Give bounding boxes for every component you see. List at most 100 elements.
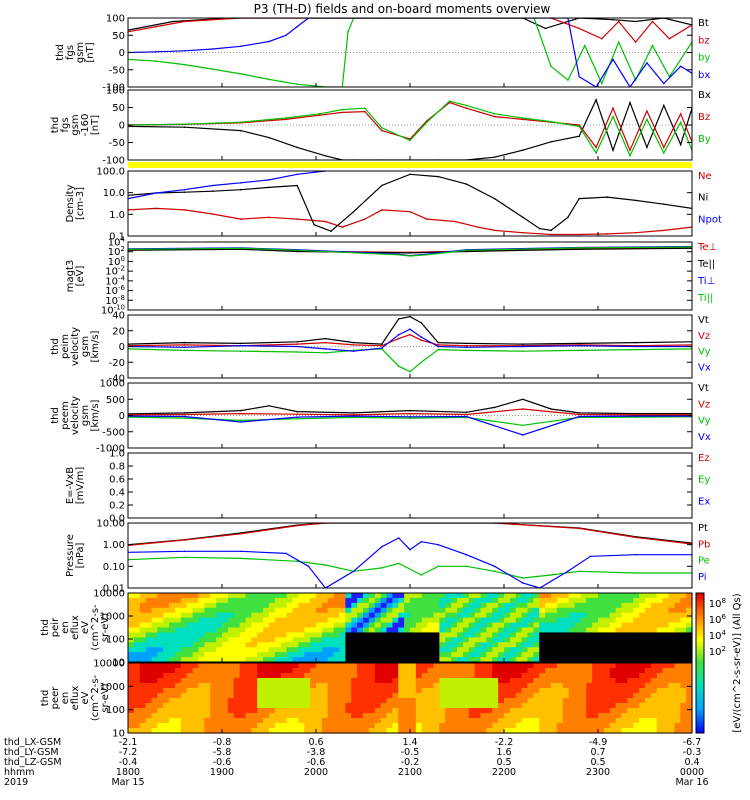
spectrogram-cell: [257, 713, 264, 719]
data-point: [211, 48, 214, 50]
spectrogram-cell: [269, 688, 276, 694]
spectrogram-cell: [539, 723, 546, 729]
spectrogram-cell: [163, 723, 170, 729]
legend-p7-2: Ex: [698, 496, 710, 507]
spectrogram-cell: [257, 597, 264, 604]
spectrogram-cell: [392, 647, 399, 653]
spectrogram-cell: [386, 593, 393, 599]
spectrogram-cell: [310, 632, 317, 638]
spectrogram-cell: [192, 632, 200, 638]
data-point: [296, 146, 299, 149]
spectrogram-cell: [521, 728, 529, 734]
spectrogram-cell: [386, 703, 393, 709]
y-tick-label: 100: [106, 705, 125, 716]
spectrogram-cell: [263, 683, 270, 689]
spectrogram-cell: [304, 698, 311, 704]
spectrogram-cell: [145, 607, 153, 614]
data-point: [183, 126, 186, 128]
spectrogram-cell: [504, 642, 511, 648]
data-point: [268, 40, 270, 43]
spectrogram-cell: [580, 723, 587, 729]
spectrogram-cell: [133, 642, 141, 648]
spectrogram-cell: [680, 673, 687, 679]
spectrogram-cell: [598, 668, 605, 674]
spectrogram-cell: [392, 703, 399, 709]
spectrogram-cell: [680, 728, 687, 734]
spectrogram-cell: [163, 713, 170, 719]
spectrogram-cell: [427, 627, 435, 634]
spectrogram-cell: [274, 688, 282, 694]
spectrogram-cell: [128, 642, 135, 648]
spectrogram-cell: [592, 668, 599, 674]
spectrogram-cell: [603, 693, 611, 699]
spectrogram-cell: [592, 693, 599, 699]
data-point: [544, 27, 547, 30]
spectrogram-cell: [474, 698, 482, 704]
y-tick-label: 10.00: [96, 519, 125, 530]
spectrogram-cell: [198, 597, 205, 604]
spectrogram-cell: [274, 593, 282, 599]
spectrogram-cell: [233, 607, 241, 614]
spectrogram-cell: [274, 632, 282, 638]
spectrogram-cell: [133, 673, 141, 679]
spectrogram-cell: [527, 657, 534, 663]
spectrogram-cell: [545, 597, 552, 604]
spectrogram-cell: [468, 612, 476, 619]
data-point: [296, 218, 299, 220]
panel-frame: [127, 452, 693, 519]
spectrogram-cell: [316, 673, 323, 679]
spectrogram-cell: [263, 663, 270, 669]
spectrogram-cell: [128, 612, 135, 619]
spectrogram-cell: [639, 597, 646, 604]
spectrogram-cell: [633, 632, 640, 638]
spectrogram-cell: [592, 602, 599, 609]
spectrogram-cell: [415, 597, 423, 604]
spectrogram-cell: [398, 612, 405, 619]
spectrogram-cell: [392, 683, 399, 689]
spectrogram-cell: [163, 593, 170, 599]
spectrogram-cell: [568, 673, 576, 679]
spectrogram-cell: [574, 642, 581, 648]
spectrogram-cell: [433, 718, 440, 724]
spectrogram-cell: [633, 723, 640, 729]
spectrogram-cell: [192, 602, 200, 609]
spectrogram-cell: [521, 668, 529, 674]
spectrogram-cell: [498, 723, 505, 729]
spectrogram-cell: [339, 632, 346, 638]
y-tick-label: -1000: [96, 444, 125, 455]
spectrogram-cell: [474, 668, 482, 674]
spectrogram-cell: [363, 728, 370, 734]
spectrogram-cell: [175, 693, 182, 699]
spectrogram-cell: [656, 668, 664, 674]
spectrogram-cell: [192, 622, 200, 629]
spectrogram-cell: [386, 657, 393, 663]
spectrogram-cell: [580, 673, 587, 679]
spectrogram-cell: [357, 718, 364, 724]
data-point: [285, 118, 287, 121]
legend-p8-2: Pe: [698, 556, 710, 567]
spectrogram-cell: [327, 673, 335, 679]
spectrogram-cell: [645, 713, 652, 719]
spectrogram-cell: [539, 708, 546, 714]
spectrogram-cell: [574, 723, 581, 729]
spectrogram-cell: [204, 713, 211, 719]
spectrogram-cell: [198, 593, 205, 599]
spectrogram-cell: [480, 713, 487, 719]
spectrogram-cell: [621, 723, 628, 729]
spectrogram-cell: [445, 663, 452, 669]
spectrogram-cell: [316, 627, 323, 634]
spectrogram-cell: [533, 693, 540, 699]
spectrogram-cell: [398, 723, 405, 729]
spectrogram-cell: [186, 607, 194, 614]
spectrogram-cell: [251, 663, 258, 669]
spectrogram-cell: [269, 678, 276, 684]
spectrogram-cell: [204, 728, 211, 734]
spectrogram-cell: [480, 593, 487, 599]
spectrogram-cell: [410, 622, 417, 629]
spectrogram-cell: [180, 637, 188, 643]
spectrogram-cell: [410, 612, 417, 619]
spectrogram-cell: [598, 678, 605, 684]
spectrogram-cell: [498, 683, 505, 689]
colorbar-tick-label: 102: [709, 645, 726, 658]
spectrogram-cell: [633, 647, 640, 653]
